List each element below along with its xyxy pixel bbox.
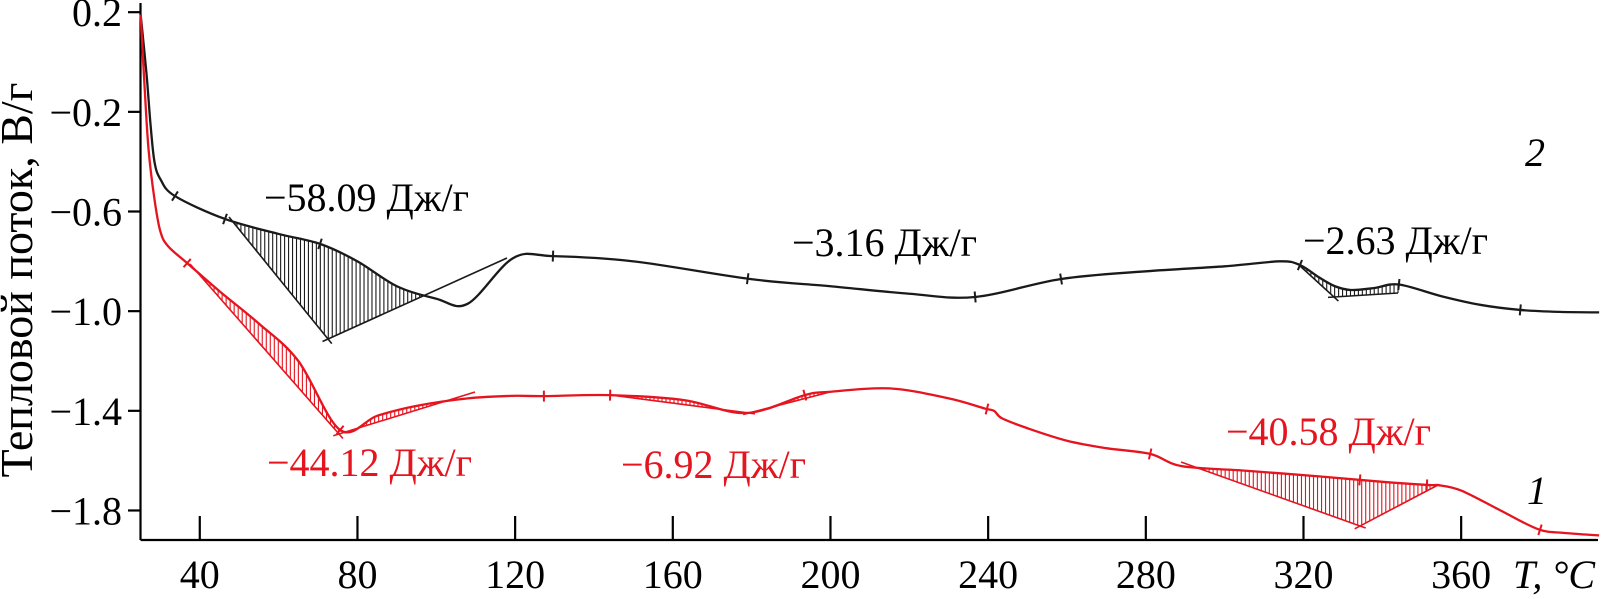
svg-text:−1.8: −1.8 [49, 489, 122, 534]
svg-text:2: 2 [1525, 130, 1545, 175]
svg-text:−0.2: −0.2 [49, 90, 122, 135]
svg-text:−1.0: −1.0 [49, 289, 122, 334]
svg-text:Тепловой поток, В/г: Тепловой поток, В/г [0, 82, 42, 477]
svg-text:120: 120 [485, 552, 545, 597]
svg-text:−1.4: −1.4 [49, 389, 122, 434]
svg-text:T, °C: T, °C [1513, 552, 1596, 597]
svg-text:320: 320 [1273, 552, 1333, 597]
svg-text:−0.6: −0.6 [49, 190, 122, 235]
svg-text:200: 200 [800, 552, 860, 597]
svg-text:−6.92 Дж/г: −6.92 Дж/г [621, 442, 806, 487]
svg-text:240: 240 [958, 552, 1018, 597]
svg-text:−40.58 Дж/г: −40.58 Дж/г [1226, 409, 1431, 454]
svg-text:80: 80 [337, 552, 377, 597]
svg-text:−44.12 Дж/г: −44.12 Дж/г [267, 440, 472, 485]
svg-text:−3.16 Дж/г: −3.16 Дж/г [792, 220, 977, 265]
svg-text:160: 160 [643, 552, 703, 597]
svg-text:0.2: 0.2 [72, 0, 122, 35]
svg-text:360: 360 [1431, 552, 1491, 597]
svg-text:−58.09 Дж/г: −58.09 Дж/г [264, 175, 469, 220]
svg-text:280: 280 [1116, 552, 1176, 597]
svg-text:40: 40 [180, 552, 220, 597]
svg-text:1: 1 [1527, 468, 1547, 513]
svg-text:−2.63 Дж/г: −2.63 Дж/г [1303, 218, 1488, 263]
